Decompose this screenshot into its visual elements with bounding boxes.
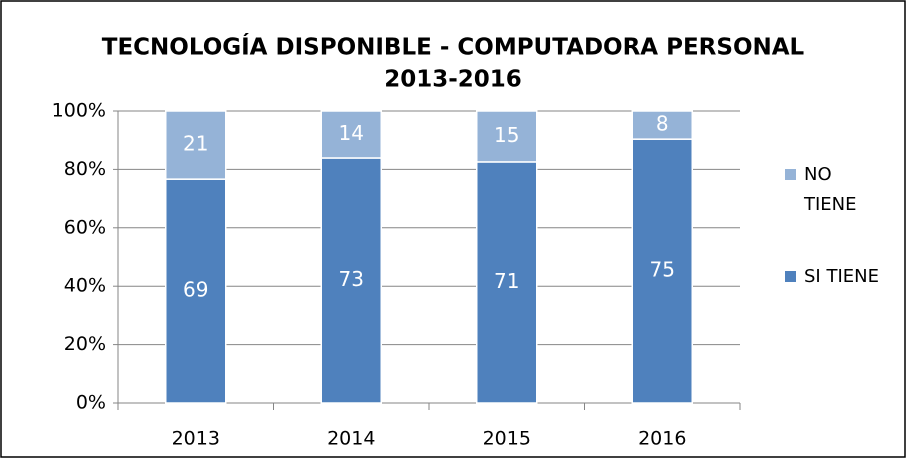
legend-swatch: [785, 271, 796, 282]
data-label: 15: [494, 123, 519, 147]
bar-segment: [476, 161, 538, 404]
bar-segment: [320, 110, 382, 159]
bar-segment: [631, 138, 693, 404]
bar-segment: [165, 178, 227, 404]
x-tick-label: 2013: [172, 428, 220, 450]
legend-item: SI TIENE: [785, 262, 895, 292]
y-tick-label: 100%: [52, 100, 106, 122]
y-tick-label: 80%: [64, 158, 106, 180]
y-tick-label: 20%: [64, 333, 106, 355]
chart-title: TECNOLOGÍA DISPONIBLE - COMPUTADORA PERS…: [102, 33, 805, 61]
bar-segment: [476, 110, 538, 163]
data-label: 8: [656, 112, 669, 136]
y-tick-label: 60%: [64, 216, 106, 238]
data-label: 75: [650, 258, 675, 282]
y-tick-label: 40%: [64, 275, 106, 297]
data-label: 71: [494, 269, 519, 293]
y-tick-label: 0%: [76, 392, 106, 414]
data-label: 69: [183, 278, 208, 302]
x-tick-label: 2015: [483, 428, 531, 450]
legend-swatch: [785, 169, 796, 180]
data-label: 14: [339, 121, 364, 145]
legend-label: SI TIENE: [804, 266, 879, 287]
x-tick-label: 2016: [638, 428, 686, 450]
legend-label: NO TIENE: [804, 164, 857, 215]
x-tick-label: 2014: [327, 428, 375, 450]
bar-segment: [631, 110, 693, 140]
data-label: 21: [183, 132, 208, 156]
bar-segment: [165, 110, 227, 180]
chart-subtitle: 2013-2016: [384, 67, 522, 93]
bar-segment: [320, 157, 382, 404]
legend-item: NO TIENE: [785, 160, 895, 220]
data-label: 73: [339, 267, 364, 291]
